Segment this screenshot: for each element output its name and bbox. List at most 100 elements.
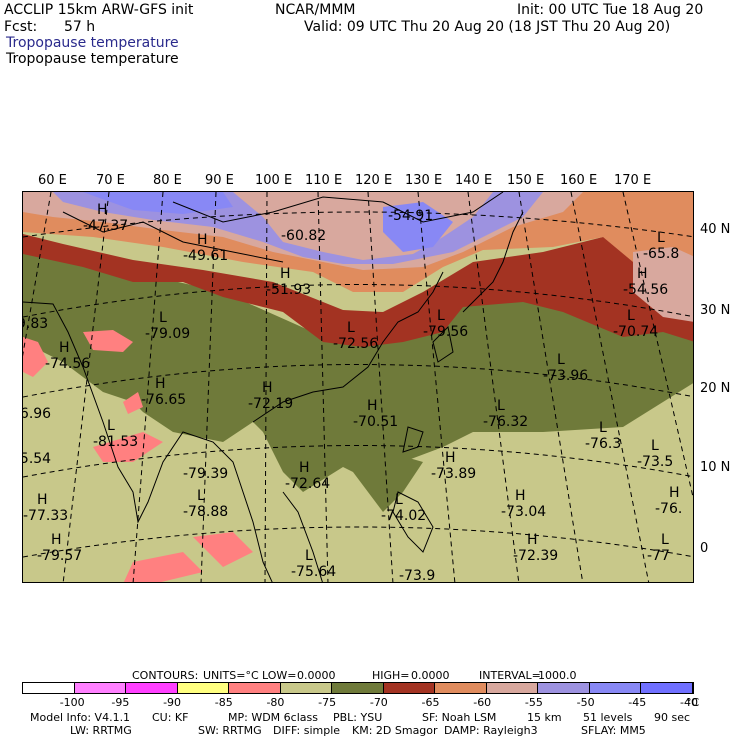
low-value: 0.0000 <box>297 669 336 682</box>
colorbar-tick-label: -60 <box>473 696 492 709</box>
map-label: 9.83 <box>23 316 48 332</box>
map-value-label: -51.93 <box>266 282 311 298</box>
fill-region-pink-5 <box>193 532 253 567</box>
low-marker: L <box>437 308 445 324</box>
map-value-label: -72.64 <box>285 476 330 492</box>
model-info-item: LW: RRTMG <box>70 724 132 737</box>
map-label: H-49.61 <box>183 232 228 264</box>
map-label: -54.91 <box>388 208 433 224</box>
colorbar-tick-label: -100 <box>59 696 85 709</box>
map-label: L-73.96 <box>543 352 588 384</box>
map-value-label: -54.91 <box>388 208 433 224</box>
map-value-label: -60.82 <box>281 228 326 244</box>
colorbar-tick-label: -65 <box>421 696 440 709</box>
map-label: H-77.33 <box>23 492 68 524</box>
colorbar-tick-label: -70 <box>369 696 388 709</box>
units-label: UNITS=°C <box>203 669 259 682</box>
low-marker: L <box>661 532 669 548</box>
lon-label-80e: 80 E <box>153 173 182 188</box>
low-marker: L <box>657 230 665 246</box>
graticule <box>23 192 693 582</box>
low-marker: L <box>347 320 355 336</box>
map-label: L-70.74 <box>613 308 658 340</box>
model-info-item: DIFF: simple <box>273 724 341 737</box>
contours-label: CONTOURS: <box>132 669 199 682</box>
high-marker: H <box>51 532 62 548</box>
fill-region-blue-2 <box>383 202 453 252</box>
low-marker: L <box>305 548 313 564</box>
interval-value: 1000.0 <box>538 669 577 682</box>
model-info-item: DAMP: Rayleigh3 <box>444 724 538 737</box>
map-value-label: 75.54 <box>23 451 51 467</box>
high-marker: H <box>637 266 648 282</box>
interval-label: INTERVAL= <box>479 669 541 682</box>
map-value-label: -47.37 <box>83 218 128 234</box>
colorbar-swatch <box>23 683 75 693</box>
high-marker: H <box>515 488 526 504</box>
lon-label-100e: 100 E <box>255 173 293 188</box>
map-value-label: -54.56 <box>623 282 668 298</box>
map-value-label: -76.32 <box>483 414 528 430</box>
low-marker: L <box>651 438 659 454</box>
map-label: -79.39 <box>183 466 228 482</box>
high-marker: H <box>197 232 208 248</box>
high-marker: H <box>37 492 48 508</box>
model-info-item: 15 km <box>527 711 562 724</box>
map-label: L-79.09 <box>145 310 190 342</box>
colorbar-swatch <box>177 683 230 693</box>
lon-label-170e: 170 E <box>614 173 652 188</box>
high-marker: H <box>97 202 108 218</box>
map-value-label: -79.39 <box>183 466 228 482</box>
fill-region-pink-3 <box>93 432 163 462</box>
model-title: ACCLIP 15km ARW-GFS init <box>4 2 194 18</box>
colorbar-tick-label: -55 <box>524 696 543 709</box>
colorbar-swatch <box>641 683 693 693</box>
coastlines <box>23 192 524 582</box>
colorbar-swatch <box>538 683 590 693</box>
fill-region-pink-4 <box>123 552 203 582</box>
fill-region-pink-tan-east <box>633 247 693 322</box>
map-value-label: -72.39 <box>513 548 558 564</box>
map-label: H-47.37 <box>83 202 128 234</box>
colorbar-tick-label: -95 <box>111 696 130 709</box>
colorbar-tick-label: -50 <box>576 696 595 709</box>
map-label: L-76.3 <box>585 420 621 452</box>
model-info-item: SF: Noah LSM <box>422 711 497 724</box>
map-value-label: -72.56 <box>333 336 378 352</box>
map-label: H-72.19 <box>248 380 293 412</box>
high-marker: H <box>445 450 456 466</box>
fill-region-pink-2 <box>83 330 133 352</box>
map-label: H-76. <box>655 485 682 517</box>
model-info-item: CU: KF <box>152 711 189 724</box>
lon-label-110e: 110 E <box>305 173 343 188</box>
colorbar-swatch <box>332 683 384 693</box>
colorbar <box>22 682 694 694</box>
high-marker: H <box>299 460 310 476</box>
map-label: 76.96 <box>23 406 51 422</box>
fcst-label: Fcst: <box>4 19 38 35</box>
high-marker: H <box>155 376 166 392</box>
map-value-label: 76.96 <box>23 406 51 422</box>
low-marker: L <box>197 488 205 504</box>
map-value-label: -65.8 <box>643 246 679 262</box>
fill-region-pink-1 <box>23 337 48 377</box>
lat-label-10n: 10 N <box>700 460 731 475</box>
map-value-label: -74.02 <box>381 508 426 524</box>
high-marker: H <box>367 398 378 414</box>
map-label: L-73.5 <box>637 438 673 470</box>
lon-label-60e: 60 E <box>38 173 67 188</box>
high-label: HIGH= <box>372 669 410 682</box>
map-label: 75.54 <box>23 451 51 467</box>
map-label: H-72.64 <box>285 460 330 492</box>
colorbar-tick-label: -45 <box>628 696 647 709</box>
org-label: NCAR/MMM <box>275 2 356 18</box>
fcst-value: 57 h <box>64 19 96 35</box>
colorbar-swatch <box>126 683 178 693</box>
valid-time: Valid: 09 UTC Thu 20 Aug 20 (18 JST Thu … <box>304 19 671 35</box>
map-value-label: -49.61 <box>183 248 228 264</box>
colorbar-tick-label: -75 <box>318 696 337 709</box>
map-label: H-73.89 <box>431 450 476 482</box>
fill-region-blue <box>83 192 233 214</box>
map-value-label: -76.65 <box>141 392 186 408</box>
fill-region-pink-6 <box>123 392 143 414</box>
